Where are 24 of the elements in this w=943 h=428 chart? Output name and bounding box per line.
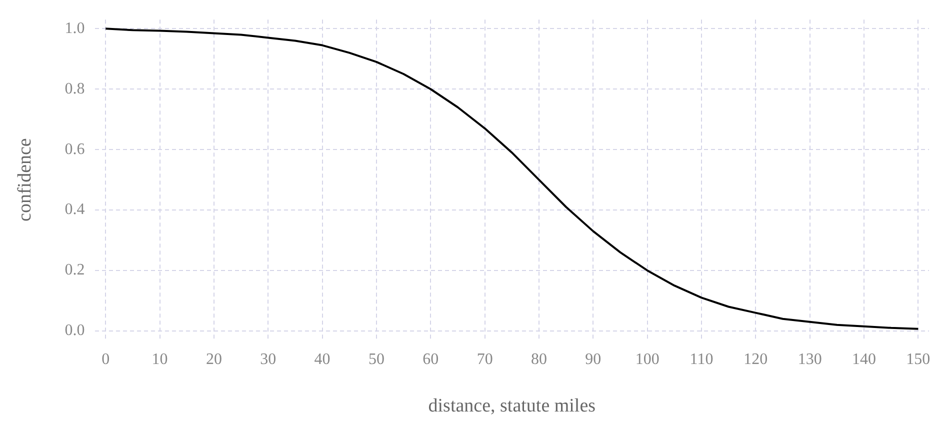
x-tick-label: 30: [260, 350, 276, 368]
x-tick-label: 50: [368, 350, 384, 368]
x-tick-label: 100: [635, 350, 660, 368]
y-tick-label: 0.4: [64, 201, 85, 218]
x-tick-label: 70: [476, 350, 493, 368]
x-tick-label: 90: [585, 350, 602, 368]
y-tick-label: 0.6: [64, 140, 85, 158]
y-tick-label: 0.2: [64, 262, 85, 279]
x-axis-title: distance, statute miles: [428, 396, 596, 417]
y-tick-label: 1.0: [64, 20, 85, 37]
y-tick-label: 0.0: [64, 322, 85, 340]
x-tick-label: 110: [690, 350, 714, 368]
x-tick-label: 10: [152, 350, 168, 368]
x-tick-label: 20: [206, 350, 222, 368]
x-tick-label: 40: [314, 350, 330, 368]
x-tick-label: 0: [102, 350, 110, 368]
x-tick-label: 150: [906, 350, 930, 368]
y-tick-label: 0.8: [64, 80, 85, 98]
x-tick-label: 80: [530, 350, 547, 368]
x-tick-label: 120: [744, 350, 768, 368]
x-tick-label: 140: [852, 350, 876, 368]
y-axis-title: confidence: [14, 138, 36, 222]
x-tick-label: 130: [798, 350, 822, 368]
x-tick-label: 60: [422, 350, 439, 368]
